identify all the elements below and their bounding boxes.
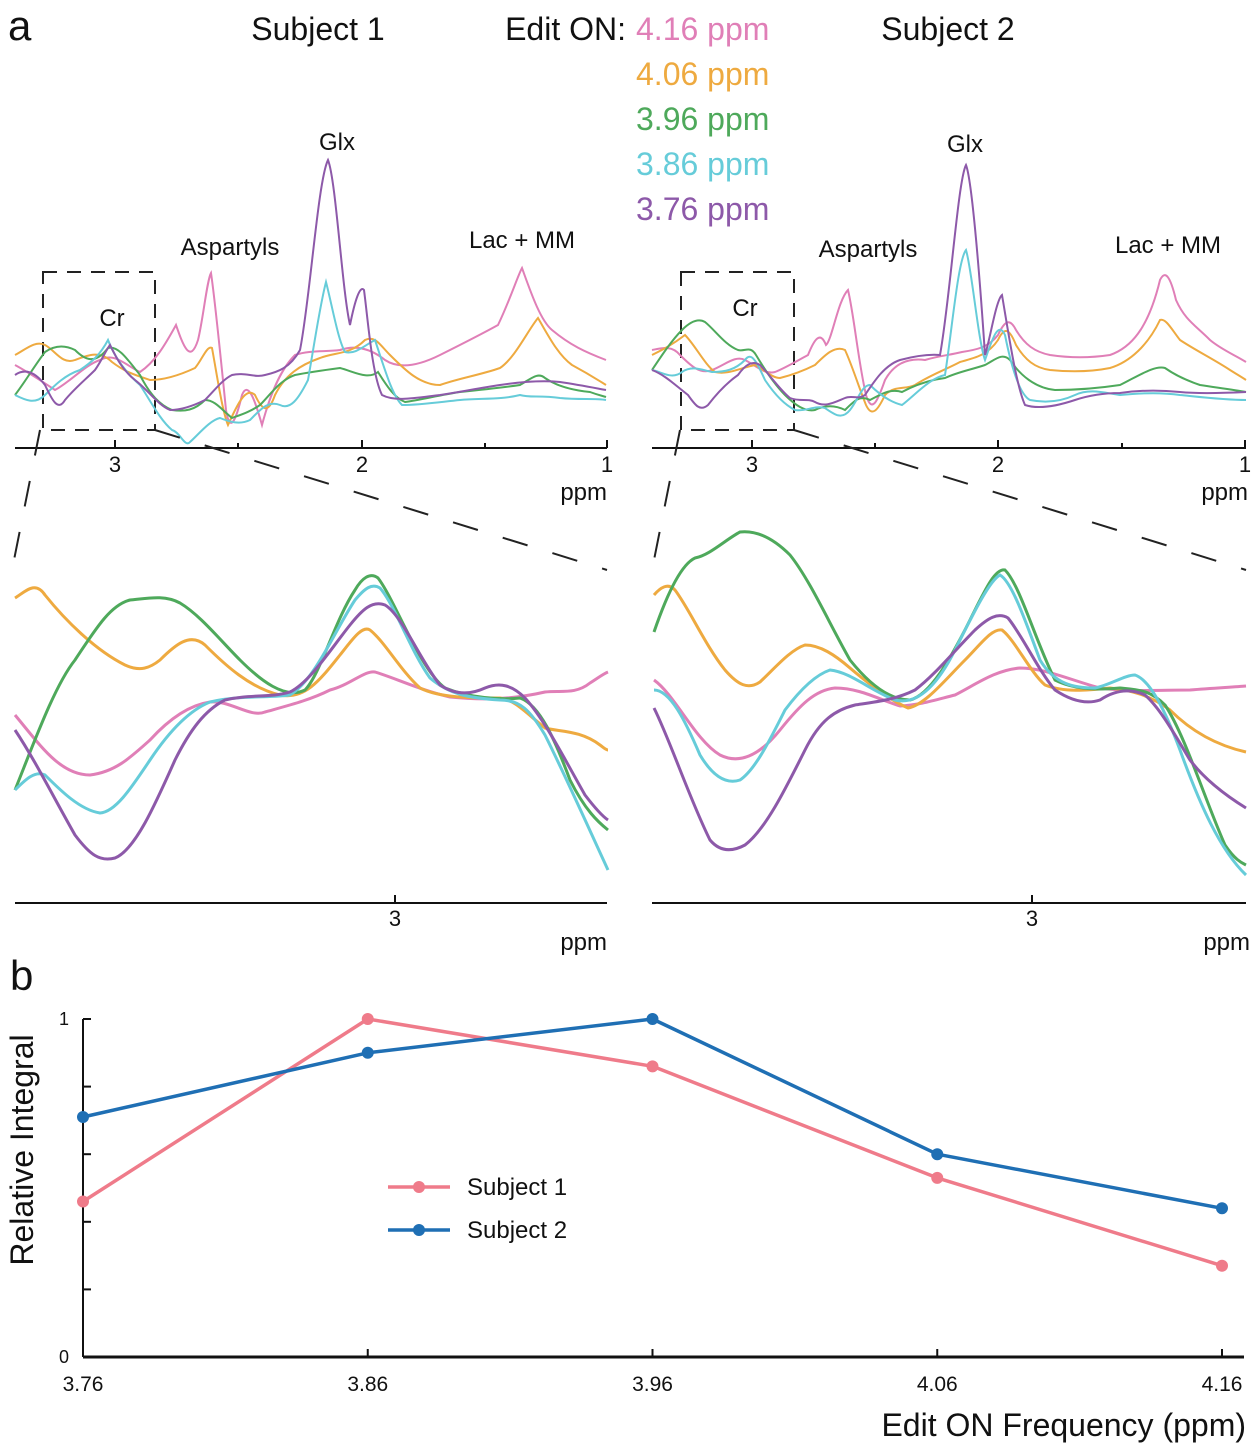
subject2-zoom-box	[680, 271, 795, 431]
subject2-spectrum: Glx Aspartyls Lac + MM Cr 3 2 1 ppm	[651, 131, 1251, 506]
legend-marker-subject-2	[413, 1224, 425, 1236]
subject2-tick-label-1: 1	[1239, 452, 1251, 477]
subject2-cr-label: Cr	[732, 295, 757, 322]
subject2-lacmm-label: Lac + MM	[1115, 232, 1221, 259]
data-point-subject-2	[361, 1046, 374, 1059]
data-point-subject-2	[646, 1013, 659, 1025]
y-tick-label: 1	[59, 1009, 69, 1029]
subject2-glx-label: Glx	[947, 131, 983, 158]
legend-label-subject-2: Subject 2	[467, 1217, 567, 1244]
data-point-subject-2	[77, 1111, 89, 1124]
subject1-title: Subject 1	[251, 11, 384, 47]
s1-zoom-3-96	[13, 574, 609, 832]
data-point-subject-1	[646, 1060, 659, 1073]
s1-zoom-3-76	[13, 602, 609, 861]
s1-spectrum-3-86	[14, 278, 607, 445]
s2-zoom-4-06	[652, 584, 1247, 754]
data-point-subject-1	[361, 1013, 374, 1025]
panel-b-label: b	[10, 952, 33, 999]
subject1-zoom-tick-label: 3	[389, 906, 401, 931]
subject1-zoom-xlabel: ppm	[560, 929, 607, 956]
x-tick-label: 4.06	[917, 1373, 958, 1396]
subject2-xlabel: ppm	[1201, 479, 1248, 506]
s1-spectrum-4-16	[14, 265, 607, 429]
subject2-zoom-connector-left	[651, 429, 681, 571]
s2-zoom-3-76	[652, 614, 1247, 852]
data-point-subject-2	[1216, 1202, 1228, 1215]
legend-title: Edit ON:	[505, 11, 626, 47]
y-axis-title: Relative Integral	[4, 1034, 40, 1265]
subject2-title: Subject 2	[881, 11, 1014, 47]
legend-entry-4-06: 4.06 ppm	[636, 56, 769, 92]
s2-spectrum-3-96	[651, 319, 1247, 412]
x-tick-label: 3.96	[632, 1373, 673, 1396]
legend-entry-3-76: 3.76 ppm	[636, 191, 769, 227]
subject1-zoom-box	[42, 271, 156, 431]
s1-zoom-3-86	[13, 584, 610, 871]
subject1-zoom-connector-left	[11, 429, 41, 571]
s1-spectrum-3-76	[14, 157, 607, 412]
subject2-zoom-plot: 3 ppm	[652, 530, 1250, 956]
y-tick-label: 0	[59, 1347, 69, 1367]
x-tick-label: 4.16	[1202, 1373, 1243, 1396]
subject2-zoom-tick-label: 3	[1026, 906, 1038, 931]
legend-label-subject-1: Subject 1	[467, 1174, 567, 1201]
series-line-subject-2	[82, 1017, 1223, 1211]
subject1-tick-label-3: 3	[109, 452, 121, 477]
subject1-tick-label-2: 2	[356, 452, 368, 477]
subject2-tick-label-2: 2	[992, 452, 1004, 477]
s2-zoom-3-86	[653, 573, 1248, 877]
subject1-zoom-plot: 3 ppm	[13, 574, 610, 956]
s1-zoom-4-16	[13, 670, 609, 777]
data-point-subject-1	[77, 1195, 89, 1208]
subject2-zoom-xlabel: ppm	[1203, 929, 1250, 956]
panel-a-label: a	[8, 2, 32, 49]
subject1-zoom-connector-right	[154, 429, 608, 571]
legend-entry-3-96: 3.96 ppm	[636, 101, 769, 137]
subject2-tick-label-3: 3	[746, 452, 758, 477]
s1-zoom-4-06	[14, 586, 609, 752]
subject2-zoom-connector-right	[793, 429, 1247, 571]
subject1-glx-label: Glx	[319, 129, 355, 156]
subject1-xlabel: ppm	[560, 479, 607, 506]
legend-entry-4-16: 4.16 ppm	[636, 11, 769, 47]
data-point-subject-1	[931, 1171, 944, 1184]
s2-spectrum-3-76	[651, 162, 1247, 409]
relative-integral-chart: 0 1 3.76 3.86 3.96 4.06 4.16 Edit ON Frequency …	[4, 1009, 1246, 1443]
x-axis-title: Edit ON Frequency (ppm)	[881, 1407, 1246, 1443]
x-tick-label: 3.76	[63, 1373, 104, 1396]
subject1-aspartyls-label: Aspartyls	[181, 234, 280, 261]
legend-marker-subject-1	[413, 1181, 425, 1193]
subject1-lacmm-label: Lac + MM	[469, 227, 575, 254]
spectra-legend: 4.16 ppm 4.06 ppm 3.96 ppm 3.86 ppm 3.76…	[636, 11, 769, 227]
x-tick-label: 3.86	[347, 1373, 388, 1396]
legend-entry-3-86: 3.86 ppm	[636, 146, 769, 182]
subject1-cr-label: Cr	[99, 305, 124, 332]
s2-zoom-4-16	[653, 666, 1247, 761]
subject2-aspartyls-label: Aspartyls	[819, 236, 918, 263]
subject1-tick-label-1: 1	[601, 452, 613, 477]
s1-spectrum-4-06	[14, 316, 607, 428]
subject1-spectrum: Glx Aspartyls Lac + MM Cr 3 2 1 ppm	[14, 129, 613, 506]
series-line-subject-1	[82, 1017, 1223, 1268]
s2-spectrum-4-06	[651, 318, 1247, 413]
data-point-subject-2	[931, 1148, 944, 1161]
s2-spectrum-3-86	[651, 247, 1247, 417]
data-point-subject-1	[1216, 1259, 1228, 1272]
